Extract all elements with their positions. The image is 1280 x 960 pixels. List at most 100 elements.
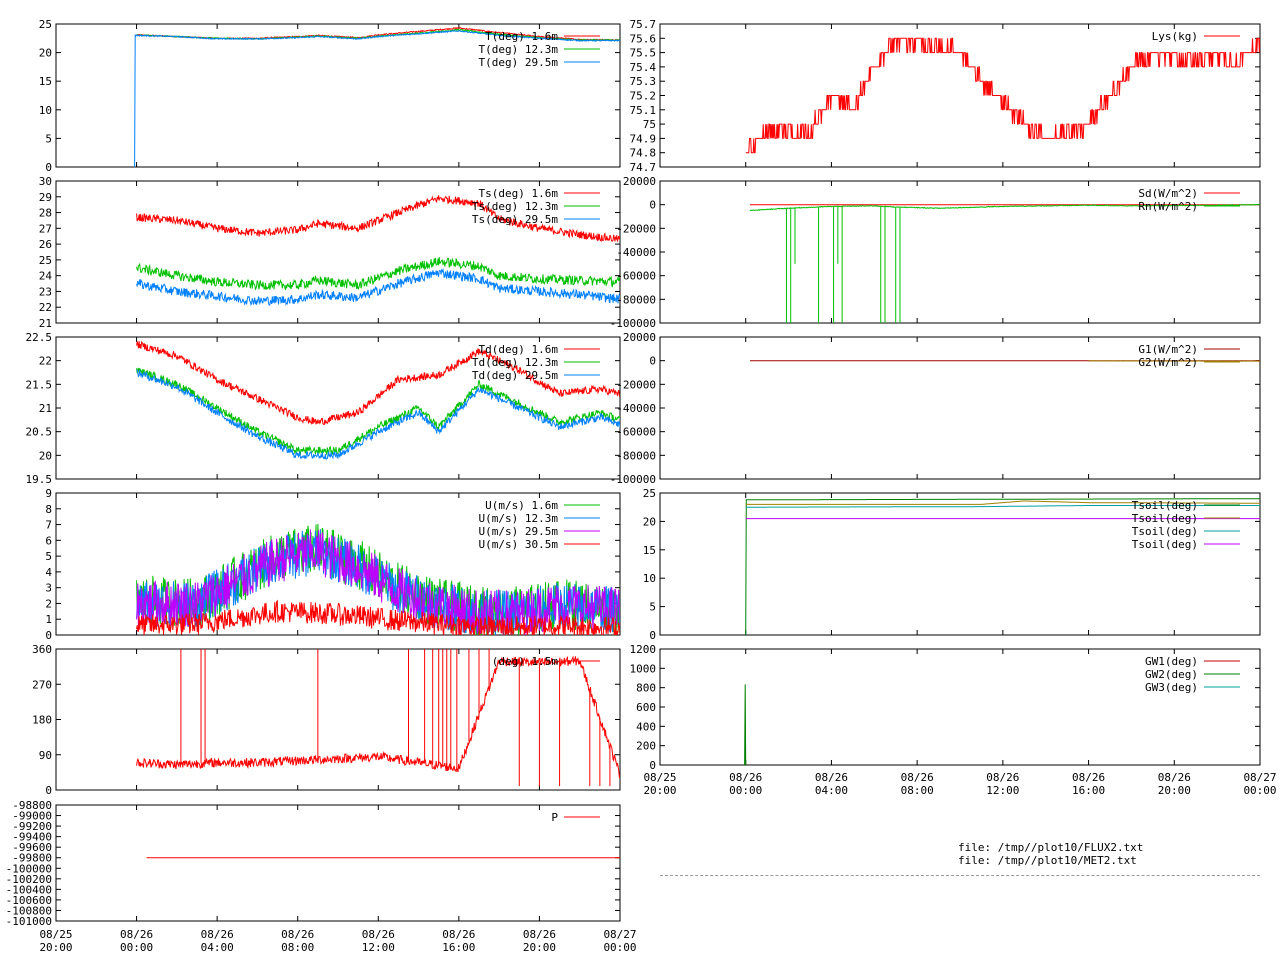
- x-tick-label: 20:00: [643, 784, 676, 797]
- series-line: [749, 203, 1260, 212]
- y-tick-label: -40000: [616, 246, 656, 259]
- series-line: [136, 529, 620, 635]
- y-tick-label: 2: [45, 597, 52, 610]
- x-tick-label: 08/27: [1243, 771, 1276, 784]
- legend-entry: GW1(deg): [1145, 655, 1198, 668]
- y-tick-label: 0: [649, 199, 656, 212]
- series-line: [136, 195, 620, 242]
- legend-entry: GW3(deg): [1145, 681, 1198, 694]
- legend-entry: U(m/s) 30.5m: [479, 538, 559, 551]
- y-tick-label: -99200: [12, 820, 52, 833]
- legend-entry: Rn(W/m^2): [1138, 200, 1198, 213]
- y-tick-label: -99000: [12, 810, 52, 823]
- x-tick-label: 12:00: [362, 941, 395, 954]
- legend-entry: U(m/s) 1.6m: [485, 499, 558, 512]
- y-tick-label: 25: [39, 254, 52, 267]
- chart-panel-5: 0 90 180 270 360 (deg) 1.5m: [32, 643, 621, 797]
- y-tick-label: 19.5: [26, 473, 53, 486]
- x-tick-label: 08/26: [442, 928, 475, 941]
- y-tick-label: 25: [643, 487, 656, 500]
- y-tick-label: 10: [39, 104, 52, 117]
- y-tick-label: 20.5: [26, 426, 53, 439]
- y-tick-label: 20000: [623, 175, 656, 188]
- y-tick-label: 20: [39, 47, 52, 60]
- y-tick-label: -99800: [12, 852, 52, 865]
- file-list: file: /tmp//plot10/FLUX2.txt file: /tmp//…: [958, 841, 1143, 867]
- y-tick-label: -60000: [616, 270, 656, 283]
- chart-panel-11: 0 200 400 600 800 1000 1200 GW1(deg)GW2(deg)GW3…: [630, 643, 1261, 772]
- legend-entry: P: [551, 811, 558, 824]
- series-line: [136, 267, 620, 307]
- y-tick-label: -20000: [616, 222, 656, 235]
- y-tick-label: -98800: [12, 799, 52, 812]
- y-tick-label: 30: [39, 175, 52, 188]
- x-tick-label: 20:00: [1158, 784, 1191, 797]
- legend-entry: Td(deg) 29.5m: [472, 369, 558, 382]
- y-tick-label: 0: [649, 629, 656, 642]
- y-tick-label: 200: [636, 740, 656, 753]
- legend-entry: Lys(kg): [1152, 30, 1198, 43]
- legend-entry: Tsoil(deg): [1132, 538, 1198, 551]
- x-tick-label: 20:00: [39, 941, 72, 954]
- series-line: [744, 684, 747, 765]
- y-tick-label: 0: [45, 161, 52, 174]
- x-tick-label: 08/27: [603, 928, 636, 941]
- y-tick-label: 5: [649, 601, 656, 614]
- series-line: [745, 505, 1260, 508]
- divider: [660, 875, 1260, 876]
- series-line: [136, 369, 620, 460]
- x-tick-label: 08/25: [643, 771, 676, 784]
- series-line: [136, 655, 620, 779]
- chart-panel-9: -100000 -80000 -60000 -40000 -20000 0 20000 G1(…: [610, 331, 1261, 486]
- chart-panel-10: 0510152025Tsoil(deg)Tsoil(deg)Tsoil(deg)…: [643, 487, 1261, 642]
- y-tick-label: 7: [45, 519, 52, 532]
- y-tick-label: 400: [636, 720, 656, 733]
- x-tick-label: 00:00: [729, 784, 762, 797]
- y-tick-label: -100800: [6, 904, 52, 917]
- series-line: [136, 367, 620, 456]
- chart-panel-1: 0 5 10 15 20 25 T(deg) 1.6mT(deg) 12.3mT(deg) …: [39, 18, 621, 174]
- series-line: [745, 500, 1260, 505]
- x-tick-label: 08/26: [523, 928, 556, 941]
- y-tick-label: -40000: [616, 402, 656, 415]
- legend-entry: T(deg) 29.5m: [479, 56, 559, 69]
- y-tick-label: 27: [39, 222, 52, 235]
- legend-entry: Tsoil(deg): [1132, 512, 1198, 525]
- y-tick-label: 75.4: [630, 61, 657, 74]
- legend-entry: Tsoil(deg): [1132, 525, 1198, 538]
- y-tick-label: 29: [39, 191, 52, 204]
- series-line: [134, 30, 620, 167]
- y-tick-label: 26: [39, 238, 52, 251]
- x-tick-label: 00:00: [603, 941, 636, 954]
- y-tick-label: 1: [45, 613, 52, 626]
- legend-entry: G1(W/m^2): [1138, 343, 1198, 356]
- y-tick-label: 22: [39, 355, 52, 368]
- x-tick-label: 08/26: [201, 928, 234, 941]
- y-tick-label: 75.6: [630, 32, 657, 45]
- plot-frame: [55, 180, 621, 324]
- y-tick-label: 0: [45, 784, 52, 797]
- y-tick-label: 0: [649, 355, 656, 368]
- y-tick-label: 20: [643, 515, 656, 528]
- x-tick-label: 08:00: [281, 941, 314, 954]
- y-tick-label: 75.5: [630, 47, 657, 60]
- y-tick-label: -100000: [610, 473, 656, 486]
- x-tick-label: 16:00: [1072, 784, 1105, 797]
- y-tick-label: 270: [32, 678, 52, 691]
- y-tick-label: 21: [39, 402, 52, 415]
- x-tick-label: 12:00: [986, 784, 1019, 797]
- y-tick-label: -99600: [12, 841, 52, 854]
- y-tick-label: 28: [39, 207, 52, 220]
- legend-entry: Ts(deg) 12.3m: [472, 200, 558, 213]
- x-tick-label: 20:00: [523, 941, 556, 954]
- x-tick-label: 08/26: [901, 771, 934, 784]
- x-tick-label: 08/26: [986, 771, 1019, 784]
- x-tick-label: 08/26: [1158, 771, 1191, 784]
- y-tick-label: 5: [45, 132, 52, 145]
- plot-frame: [55, 648, 621, 791]
- series-line: [136, 257, 620, 291]
- plot-frame: [55, 23, 621, 168]
- series-line: [136, 529, 620, 635]
- y-tick-label: 23: [39, 285, 52, 298]
